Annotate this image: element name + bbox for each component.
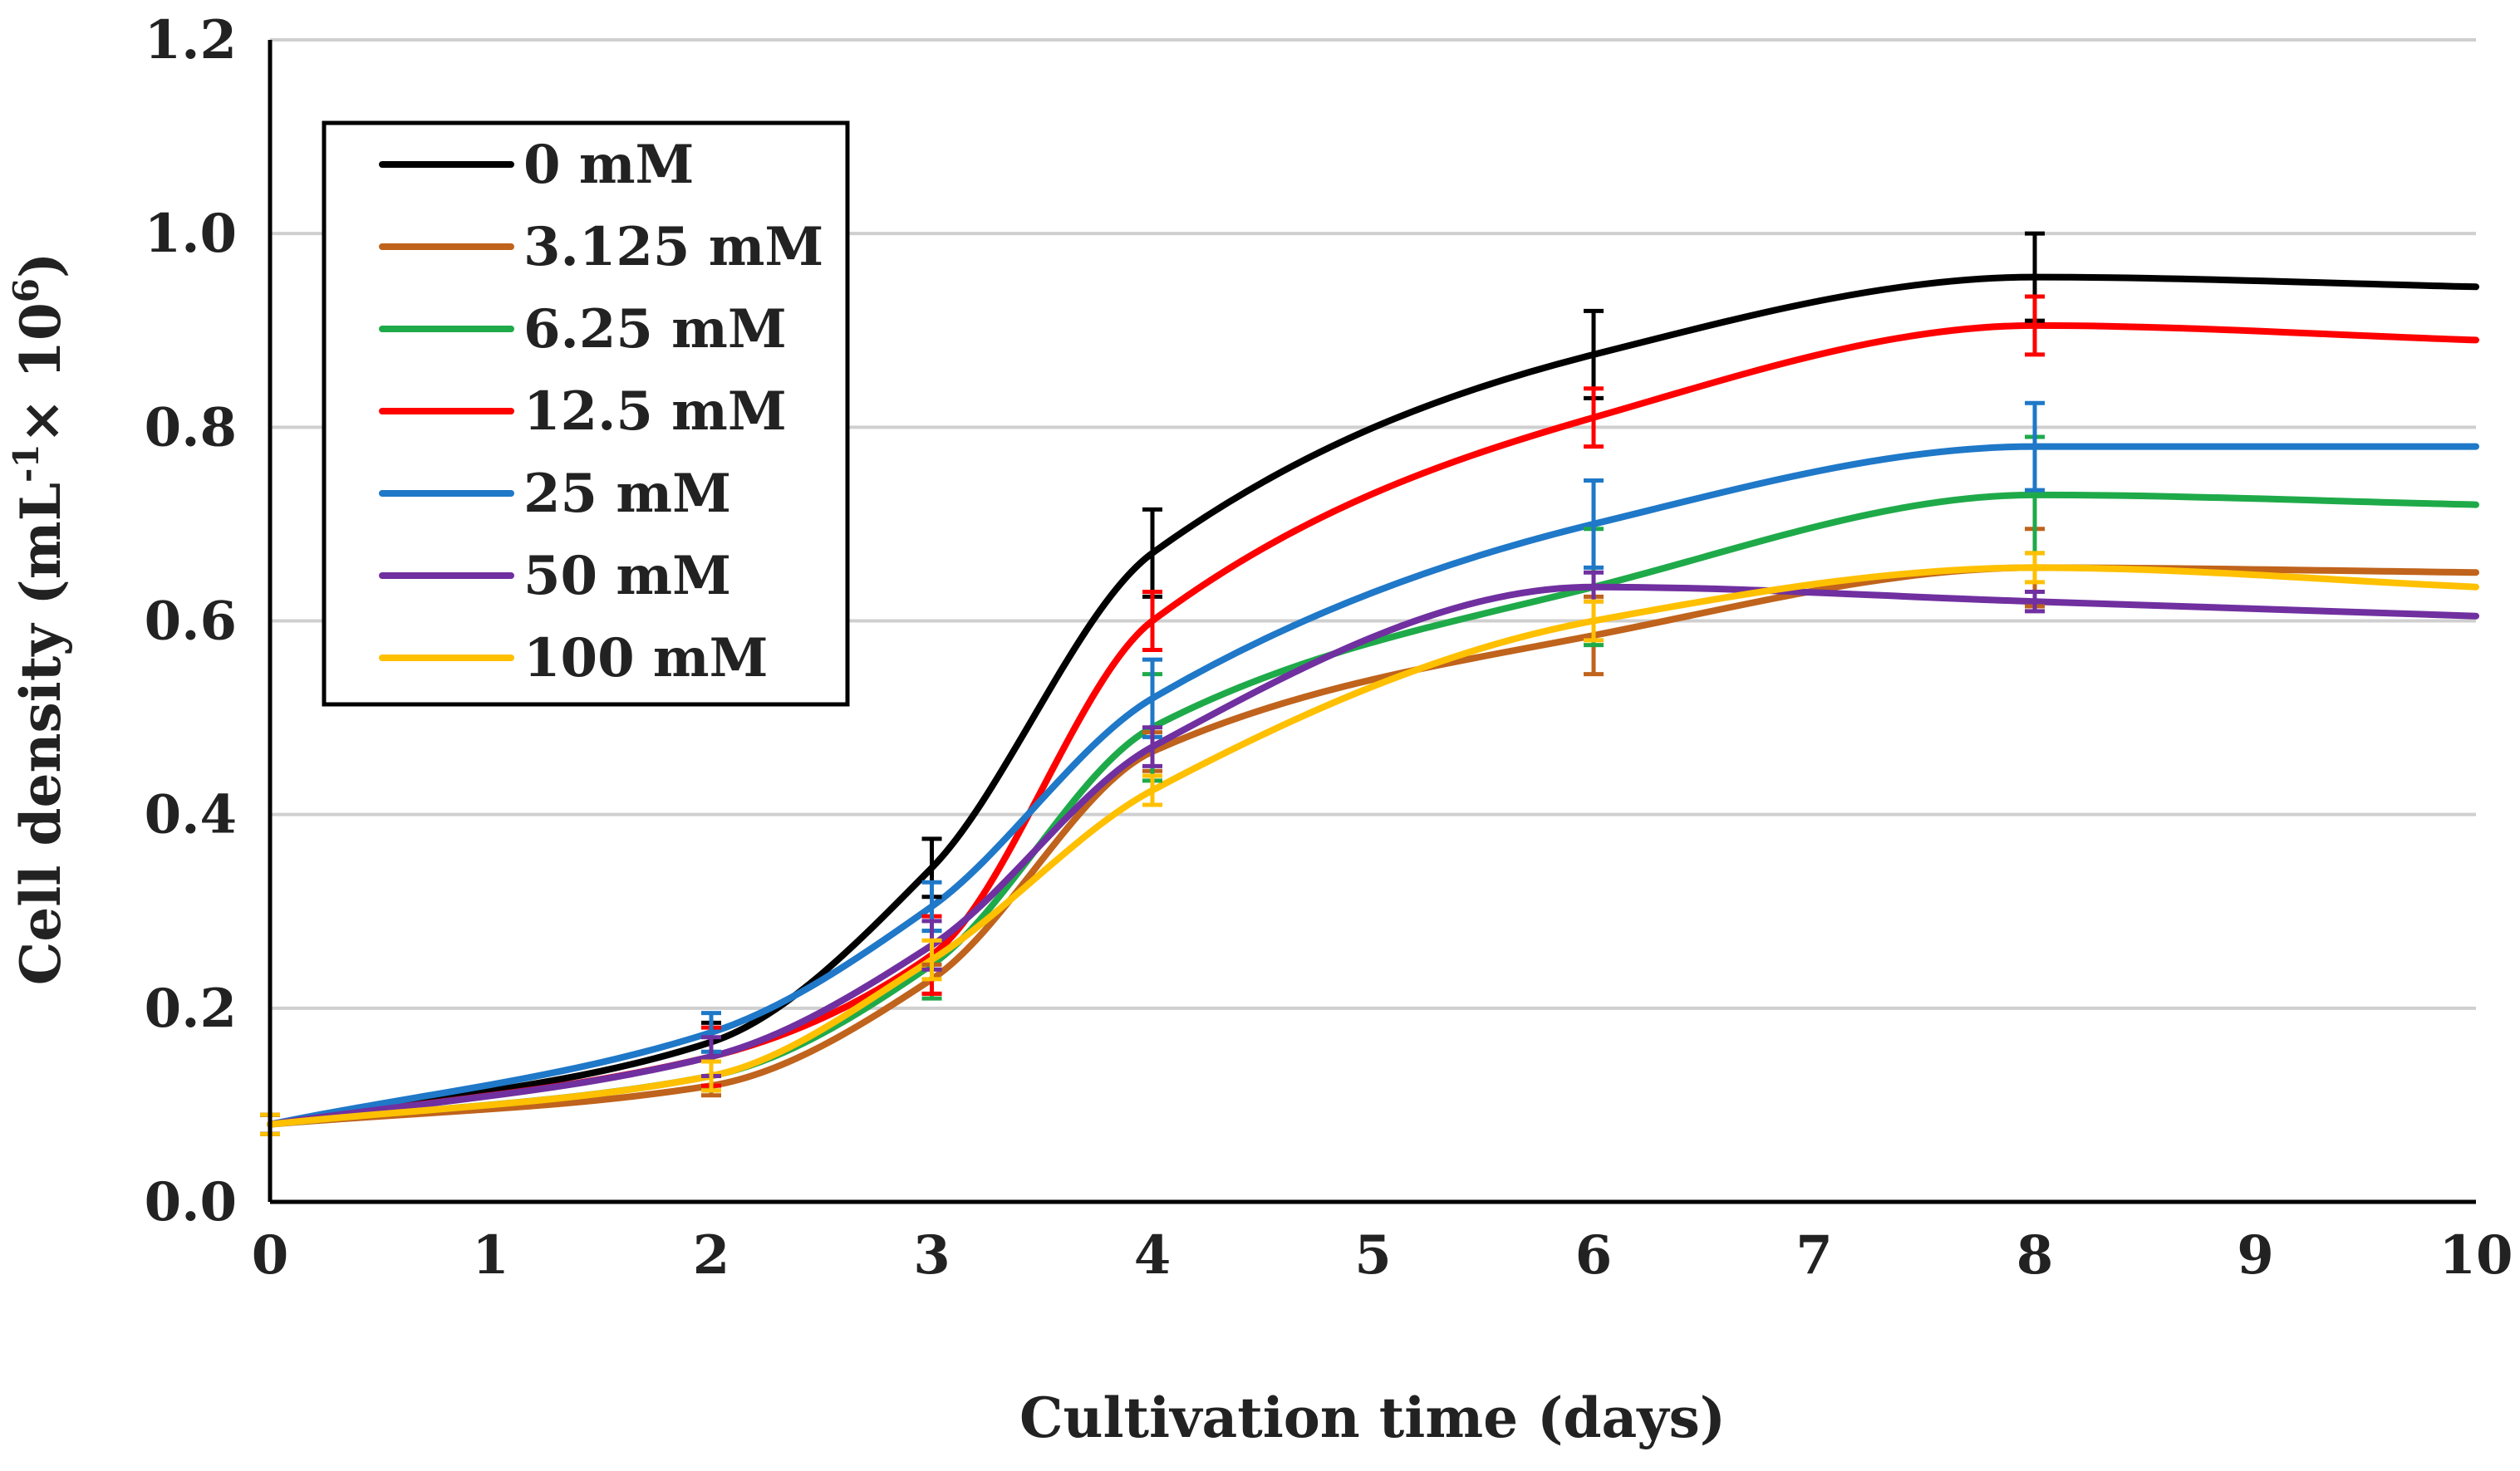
legend-label: 6.25 mM	[523, 298, 787, 360]
y-tick-label: 0.0	[145, 1171, 237, 1233]
legend-label: 12.5 mM	[523, 380, 787, 443]
x-tick-label: 4	[1134, 1224, 1172, 1287]
legend-items: 0 mM 3.125 mM 6.25 mM 12.5 mM 25 mM 50 mM 100 …	[379, 134, 823, 689]
legend-item-100-mm: 100 mM	[379, 627, 768, 689]
y-axis-title: Cell density (mL-1× 106)	[6, 253, 73, 986]
error-bar-100-mm	[1584, 599, 1604, 643]
y-tick-label: 0.4	[145, 784, 237, 846]
error-bar-100-mm	[1142, 773, 1162, 807]
legend-item-6-25-mm: 6.25 mM	[379, 298, 787, 360]
error-bar-12-5-mm	[1584, 386, 1604, 449]
x-axis-title: Cultivation time (days)	[1019, 1385, 1726, 1450]
error-bar-100-mm	[2025, 551, 2045, 585]
error-bar-100-mm	[921, 938, 942, 982]
legend-item-0-mm: 0 mM	[379, 134, 694, 196]
legend: 0 mM 3.125 mM 6.25 mM 12.5 mM 25 mM 50 mM 100 …	[322, 120, 850, 707]
legend-label: 100 mM	[523, 627, 768, 689]
y-tick-label: 0.8	[145, 396, 237, 458]
axes	[268, 40, 2476, 1204]
series-line-100-mm	[267, 564, 2479, 1128]
x-tick-label: 6	[1575, 1224, 1613, 1287]
legend-item-12-5-mm: 12.5 mM	[379, 380, 787, 443]
y-axis-title-end: )	[8, 253, 73, 278]
legend-item-50-mm: 50 mM	[379, 545, 731, 607]
legend-label: 25 mM	[523, 463, 731, 525]
y-tick-labels: 0.0 0.2 0.4 0.6 0.8 1.0 1.2	[145, 9, 237, 1233]
error-bar-25-mm	[2025, 400, 2045, 493]
error-bar-0-mm	[1142, 507, 1162, 599]
series-line-50-mm	[267, 583, 2479, 1128]
x-tick-label: 8	[2016, 1224, 2054, 1287]
legend-label: 50 mM	[523, 545, 731, 607]
x-tick-label: 3	[913, 1224, 951, 1287]
x-tick-label: 10	[2439, 1224, 2513, 1287]
x-tick-label: 1	[472, 1224, 509, 1287]
legend-item-3-125-mm: 3.125 mM	[379, 216, 823, 278]
x-tick-labels: 0 1 2 3 4 5 6 7 8 9 10	[252, 1224, 2513, 1287]
y-axis-title-mid: × 10	[8, 302, 73, 444]
y-axis-title-main: Cell density (mL	[8, 483, 73, 985]
error-bars	[260, 231, 2045, 1136]
y-tick-label: 0.2	[145, 978, 237, 1040]
x-tick-label: 2	[693, 1224, 730, 1287]
error-bar-12-5-mm	[1142, 590, 1162, 652]
legend-label: 3.125 mM	[523, 216, 823, 278]
error-bar-50-mm	[2025, 590, 2045, 614]
x-tick-label: 0	[252, 1224, 289, 1287]
x-tick-label: 7	[1795, 1224, 1833, 1287]
legend-label: 0 mM	[523, 134, 694, 196]
x-tick-label: 9	[2237, 1224, 2274, 1287]
error-bar-25-mm	[1584, 478, 1604, 570]
x-tick-label: 5	[1354, 1224, 1392, 1287]
error-bar-50-mm	[1142, 725, 1162, 768]
legend-item-25-mm: 25 mM	[379, 463, 731, 525]
y-axis-title-sup2: 6	[6, 278, 47, 302]
error-bar-12-5-mm	[2025, 294, 2045, 357]
y-axis-title-sup1: -1	[6, 444, 47, 483]
y-tick-label: 1.0	[145, 203, 237, 265]
series-line-25-mm	[267, 443, 2479, 1128]
error-bar-100-mm	[701, 1059, 721, 1093]
y-tick-label: 1.2	[145, 9, 237, 71]
y-tick-label: 0.6	[145, 591, 237, 653]
